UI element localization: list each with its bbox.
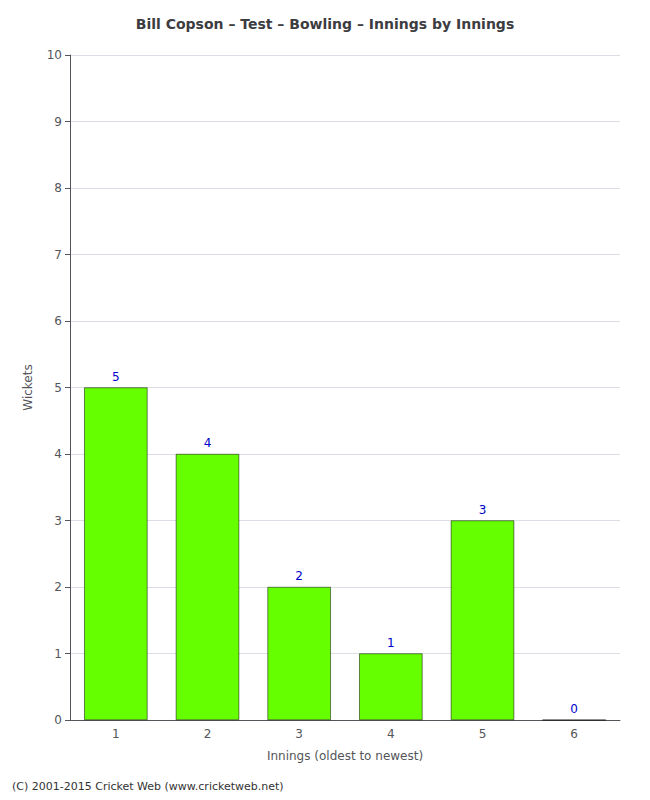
svg-text:7: 7 bbox=[54, 248, 62, 262]
svg-text:2: 2 bbox=[54, 580, 62, 594]
svg-text:1: 1 bbox=[387, 636, 395, 650]
svg-text:(C) 2001-2015 Cricket Web (www: (C) 2001-2015 Cricket Web (www.cricketwe… bbox=[12, 780, 284, 793]
svg-text:Bill Copson – Test – Bowling –: Bill Copson – Test – Bowling – Innings b… bbox=[136, 16, 514, 32]
svg-text:Innings (oldest to newest): Innings (oldest to newest) bbox=[267, 749, 423, 763]
svg-text:5: 5 bbox=[479, 727, 487, 741]
svg-text:4: 4 bbox=[387, 727, 395, 741]
svg-text:4: 4 bbox=[204, 436, 212, 450]
svg-text:5: 5 bbox=[112, 370, 120, 384]
svg-text:3: 3 bbox=[54, 514, 62, 528]
svg-text:10: 10 bbox=[47, 48, 62, 62]
svg-text:2: 2 bbox=[204, 727, 212, 741]
svg-text:1: 1 bbox=[112, 727, 120, 741]
svg-text:Wickets: Wickets bbox=[21, 364, 35, 410]
svg-text:6: 6 bbox=[570, 727, 578, 741]
svg-text:3: 3 bbox=[295, 727, 303, 741]
svg-text:8: 8 bbox=[54, 181, 62, 195]
svg-text:6: 6 bbox=[54, 314, 62, 328]
svg-text:0: 0 bbox=[54, 713, 62, 727]
svg-text:1: 1 bbox=[54, 647, 62, 661]
svg-text:4: 4 bbox=[54, 447, 62, 461]
svg-text:9: 9 bbox=[54, 115, 62, 129]
svg-text:5: 5 bbox=[54, 381, 62, 395]
svg-text:2: 2 bbox=[295, 569, 303, 583]
svg-text:0: 0 bbox=[570, 702, 578, 716]
svg-text:3: 3 bbox=[479, 503, 487, 517]
